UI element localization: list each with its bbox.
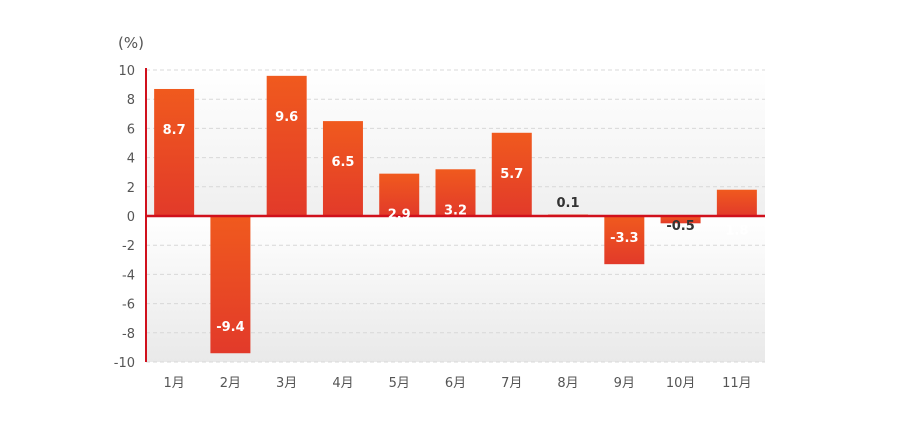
data-label: 6.5 (331, 155, 354, 170)
y-unit-label: (%) (118, 34, 144, 52)
x-category-label: 7月 (501, 376, 522, 391)
x-category-label: 9月 (614, 376, 635, 391)
bar (435, 169, 476, 216)
y-tick-label: 4 (127, 152, 135, 167)
data-label: 1.8 (725, 224, 748, 239)
axes (145, 68, 765, 362)
x-category-label: 3月 (276, 376, 297, 391)
bars (154, 75, 757, 354)
bar (716, 189, 757, 216)
bar (210, 216, 251, 354)
y-tick-label: -6 (122, 298, 135, 313)
data-label: 0.1 (557, 196, 580, 211)
x-category-label: 8月 (557, 376, 578, 391)
bar (379, 173, 420, 216)
data-label: -9.4 (216, 320, 244, 335)
bar (154, 88, 195, 216)
data-label: 9.6 (275, 110, 298, 125)
labels: 10 8 6 4 2 0 -2 -4 -6 -8 -10 8.7 1月 -9.4 2月 9.6 3月 6.5 4月 2… (114, 64, 752, 391)
gridlines (146, 69, 765, 363)
data-label: 2.9 (388, 208, 411, 223)
bar (322, 121, 363, 216)
x-category-label: 1月 (163, 376, 184, 391)
bar (604, 216, 645, 265)
y-tick-label: 8 (127, 93, 135, 108)
data-label: -3.3 (610, 231, 638, 246)
x-category-label: 10月 (666, 376, 696, 391)
data-label: 8.7 (163, 123, 186, 138)
y-tick-label: 10 (118, 64, 135, 79)
data-label: 3.2 (444, 203, 467, 218)
bar (660, 216, 701, 224)
data-label: 5.7 (500, 167, 523, 182)
y-tick-label: -4 (122, 268, 135, 283)
x-category-label: 2月 (220, 376, 241, 391)
y-tick-label: 0 (127, 210, 135, 225)
y-tick-label: -2 (122, 239, 135, 254)
y-tick-label: 6 (127, 122, 135, 137)
x-category-label: 11月 (722, 376, 752, 391)
x-category-label: 6月 (445, 376, 466, 391)
x-category-label: 4月 (332, 376, 353, 391)
data-label: -0.5 (666, 219, 694, 234)
y-tick-label: -10 (114, 356, 135, 371)
x-category-label: 5月 (389, 376, 410, 391)
y-tick-label: 2 (127, 181, 135, 196)
y-tick-label: -8 (122, 327, 135, 342)
bar (491, 132, 532, 216)
bar (266, 75, 307, 216)
